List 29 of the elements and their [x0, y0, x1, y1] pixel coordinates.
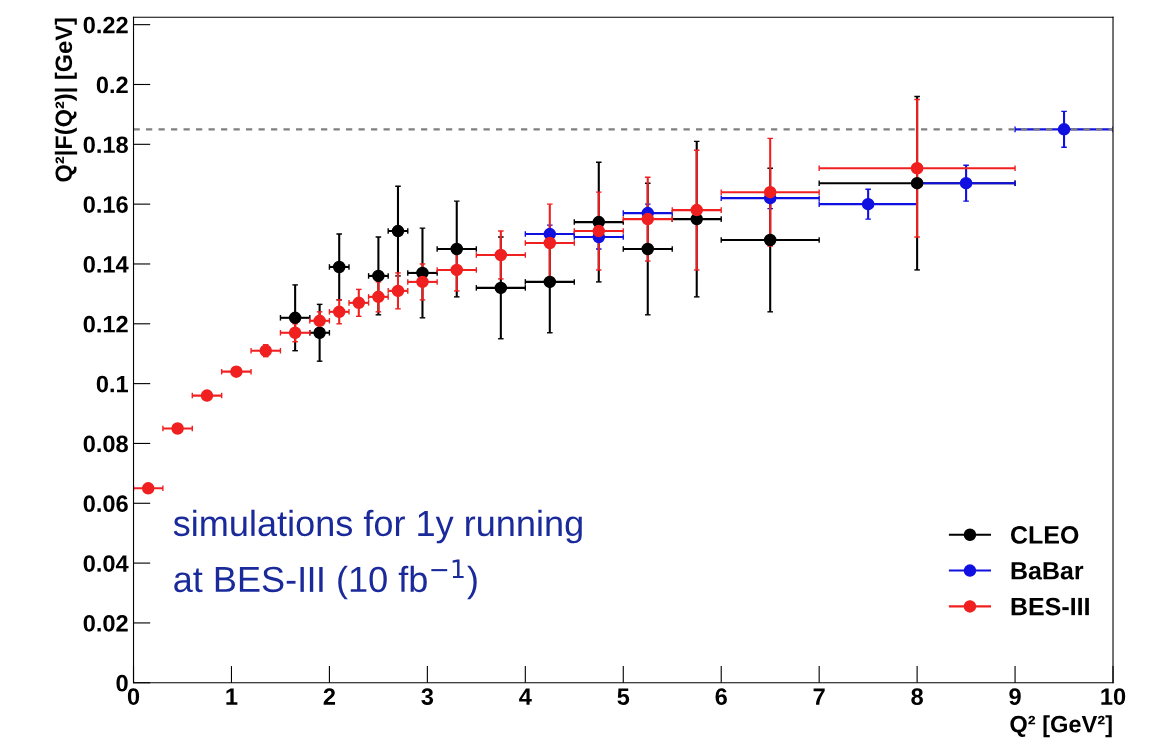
x-tick-label: 8 — [911, 688, 923, 705]
x-tick-label: 1 — [226, 688, 238, 705]
x-tick-label: 6 — [715, 688, 727, 705]
x-tick-label: 2 — [323, 688, 336, 705]
x-tick-label: 0 — [127, 688, 140, 705]
y-tick-label: 0.18 — [83, 136, 128, 154]
y-tick-label: 0.02 — [83, 615, 128, 632]
y-tick-label: 0 — [116, 674, 128, 692]
annotation: simulations for 1y running at BES-III (10 fb$^{−1}$) — [173, 509, 582, 600]
y-tick-label: 0.08 — [83, 435, 128, 453]
y-tick-label: 0.06 — [83, 495, 128, 513]
x-axis-title: Q² [GeV²] — [1010, 715, 1112, 738]
y-tick-label: 0.2 — [96, 76, 128, 94]
y-tick-label: 0.1 — [96, 375, 128, 393]
x-tick-label: 9 — [1009, 688, 1021, 705]
x-tick-label: 4 — [519, 688, 532, 705]
legend-label: BaBar — [1011, 562, 1084, 580]
y-tick-label: 0.04 — [83, 555, 129, 572]
y-tick-label: 0.22 — [83, 16, 128, 34]
x-tick-label: 7 — [813, 688, 825, 705]
x-tick-label: 10 — [1101, 688, 1126, 705]
y-tick-label: 0.12 — [83, 315, 128, 333]
y-tick-label: 0.16 — [83, 196, 128, 213]
y-axis-title: Q²|F(Q²)| [GeV] — [54, 18, 78, 182]
legend-label: CLEO — [1010, 526, 1079, 544]
legend-label: BES-III — [1011, 597, 1089, 616]
x-tick-label: 3 — [421, 688, 434, 705]
x-tick-label: 5 — [617, 688, 630, 705]
y-tick-label: 0.14 — [83, 256, 129, 273]
